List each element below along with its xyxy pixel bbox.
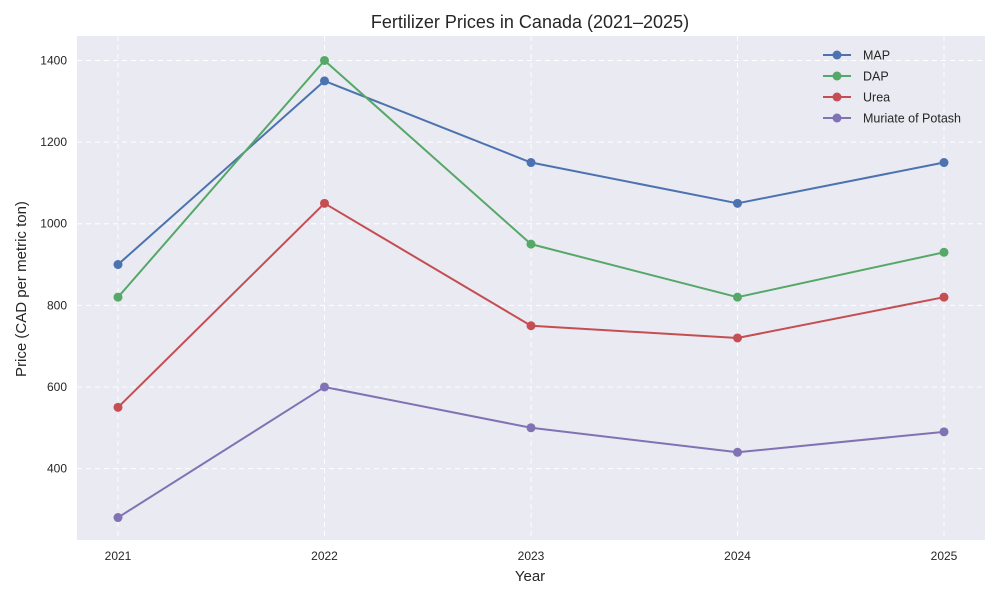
y-tick-label: 800 xyxy=(47,298,67,312)
data-point-muriate-of-potash xyxy=(320,382,329,392)
series-muriate-of-potash xyxy=(113,382,949,523)
y-tick-label: 1200 xyxy=(40,135,67,149)
data-point-dap xyxy=(939,247,949,257)
legend-label: Muriate of Potash xyxy=(863,112,961,126)
data-point-urea xyxy=(113,402,123,412)
data-point-map xyxy=(526,158,536,168)
y-tick-labels: 400 600 800 1000 1200 1400 xyxy=(40,53,67,475)
data-point-map xyxy=(113,260,123,270)
legend-marker xyxy=(832,71,842,81)
y-tick-label: 1000 xyxy=(40,217,67,231)
y-tick-label: 600 xyxy=(47,380,67,394)
x-tick-label: 2021 xyxy=(105,549,132,563)
legend: MAP DAP Urea Muriate of Potash xyxy=(823,49,961,126)
data-point-muriate-of-potash xyxy=(526,423,536,433)
grid-lines xyxy=(77,36,985,540)
legend-marker xyxy=(832,92,842,102)
data-point-map xyxy=(320,76,329,86)
data-point-urea xyxy=(320,198,329,208)
data-point-map xyxy=(733,198,742,208)
x-tick-label: 2023 xyxy=(518,549,545,563)
data-point-urea xyxy=(733,333,742,343)
series-map xyxy=(113,76,949,270)
data-point-urea xyxy=(939,292,949,302)
legend-item-dap: DAP xyxy=(823,70,889,84)
data-point-muriate-of-potash xyxy=(939,427,949,437)
data-point-urea xyxy=(526,321,536,331)
legend-label: MAP xyxy=(863,49,890,63)
y-axis-label: Price (CAD per metric ton) xyxy=(13,201,30,377)
legend-item-muriate-of-potash: Muriate of Potash xyxy=(823,112,961,126)
legend-label: DAP xyxy=(863,70,889,84)
legend-marker xyxy=(832,50,842,60)
x-tick-label: 2025 xyxy=(931,549,958,563)
x-axis-label: Year xyxy=(515,568,545,585)
y-tick-label: 1400 xyxy=(40,53,67,67)
data-point-dap xyxy=(733,292,742,302)
series-urea xyxy=(113,198,949,412)
data-point-muriate-of-potash xyxy=(733,447,742,457)
data-point-muriate-of-potash xyxy=(113,513,123,523)
legend-item-urea: Urea xyxy=(823,91,890,105)
series-group xyxy=(113,55,949,523)
data-point-map xyxy=(939,158,949,168)
data-point-dap xyxy=(320,55,329,65)
legend-item-map: MAP xyxy=(823,49,890,63)
x-tick-labels: 2021 2022 2023 2024 2025 xyxy=(105,549,958,563)
x-tick-label: 2024 xyxy=(724,549,751,563)
series-dap xyxy=(113,55,949,302)
legend-marker xyxy=(832,113,842,123)
legend-label: Urea xyxy=(863,91,890,105)
y-tick-label: 400 xyxy=(47,462,67,476)
chart-title: Fertilizer Prices in Canada (2021–2025) xyxy=(371,12,689,32)
data-point-dap xyxy=(113,292,123,302)
data-point-dap xyxy=(526,239,536,249)
x-tick-label: 2022 xyxy=(311,549,338,563)
